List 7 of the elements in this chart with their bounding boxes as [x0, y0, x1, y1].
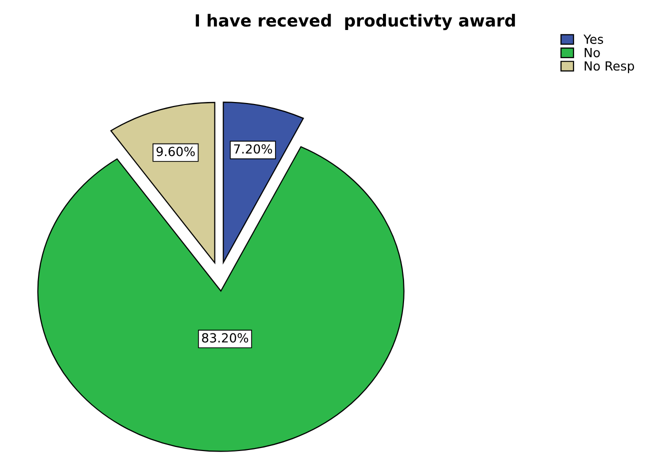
data-label: 9.60% [156, 146, 195, 156]
legend-label: No Resp [584, 61, 634, 74]
data-label: 7.20% [234, 144, 272, 154]
legend-label: No [584, 48, 600, 58]
data-label: 83.20% [202, 333, 248, 343]
chart-title: I have receved productivty award [196, 14, 515, 30]
legend-label: Yes [583, 34, 604, 44]
